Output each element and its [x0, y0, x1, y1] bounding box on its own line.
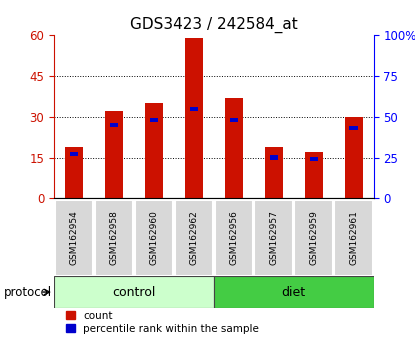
Text: GSM162959: GSM162959 — [309, 210, 318, 265]
Bar — [105, 112, 123, 198]
Bar — [265, 147, 283, 198]
Bar — [185, 38, 203, 198]
Legend: count, percentile rank within the sample: count, percentile rank within the sample — [66, 311, 259, 334]
Text: diet: diet — [281, 286, 306, 298]
Text: GSM162961: GSM162961 — [349, 210, 358, 265]
Text: GSM162960: GSM162960 — [149, 210, 158, 265]
Bar — [349, 126, 358, 130]
FancyBboxPatch shape — [95, 200, 133, 276]
Text: GSM162956: GSM162956 — [229, 210, 238, 265]
Text: control: control — [112, 286, 156, 298]
Bar — [214, 276, 374, 308]
Bar — [225, 98, 243, 198]
Text: GSM162957: GSM162957 — [269, 210, 278, 265]
Bar — [270, 155, 278, 160]
Title: GDS3423 / 242584_at: GDS3423 / 242584_at — [130, 16, 298, 33]
Text: protocol: protocol — [4, 286, 52, 298]
Bar — [145, 103, 163, 198]
Text: GSM162958: GSM162958 — [110, 210, 118, 265]
Bar — [65, 147, 83, 198]
Text: GSM162962: GSM162962 — [189, 210, 198, 264]
Bar — [190, 107, 198, 111]
FancyBboxPatch shape — [134, 200, 173, 276]
Bar — [110, 123, 118, 127]
FancyBboxPatch shape — [294, 200, 333, 276]
FancyBboxPatch shape — [215, 200, 253, 276]
FancyBboxPatch shape — [175, 200, 213, 276]
Bar — [229, 118, 238, 122]
Bar — [70, 152, 78, 156]
FancyBboxPatch shape — [334, 200, 373, 276]
Bar — [54, 276, 214, 308]
Bar — [150, 118, 158, 122]
Bar — [344, 117, 363, 198]
Text: GSM162954: GSM162954 — [69, 210, 78, 264]
FancyBboxPatch shape — [254, 200, 293, 276]
Bar — [305, 152, 322, 198]
Bar — [310, 157, 317, 161]
FancyBboxPatch shape — [55, 200, 93, 276]
